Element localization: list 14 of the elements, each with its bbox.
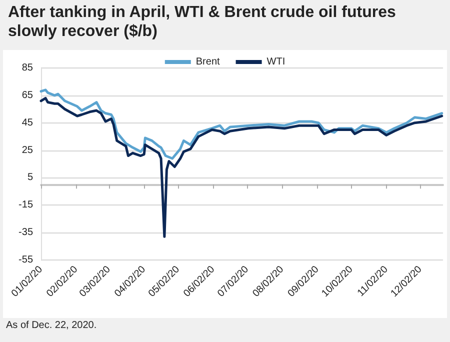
line-series [40,88,444,160]
y-tick-label: 45 [22,117,34,128]
line-series [40,96,444,238]
y-tick-label: 25 [22,144,34,156]
legend-label: WTI [266,56,286,68]
y-tick-label: -35 [18,227,34,238]
y-tick-label: 65 [22,90,34,101]
y-tick-label: -15 [18,200,34,211]
y-tick-label: 85 [22,62,34,74]
y-tick-label: -55 [18,254,34,266]
chart-title: After tanking in April, WTI & Brent crude oil futures slowly recover ($/b) [8,3,397,41]
text: As of Dec. 22, 2020. [6,320,97,331]
y-tick-label: 5 [27,172,34,184]
legend-label: Brent [196,56,220,68]
